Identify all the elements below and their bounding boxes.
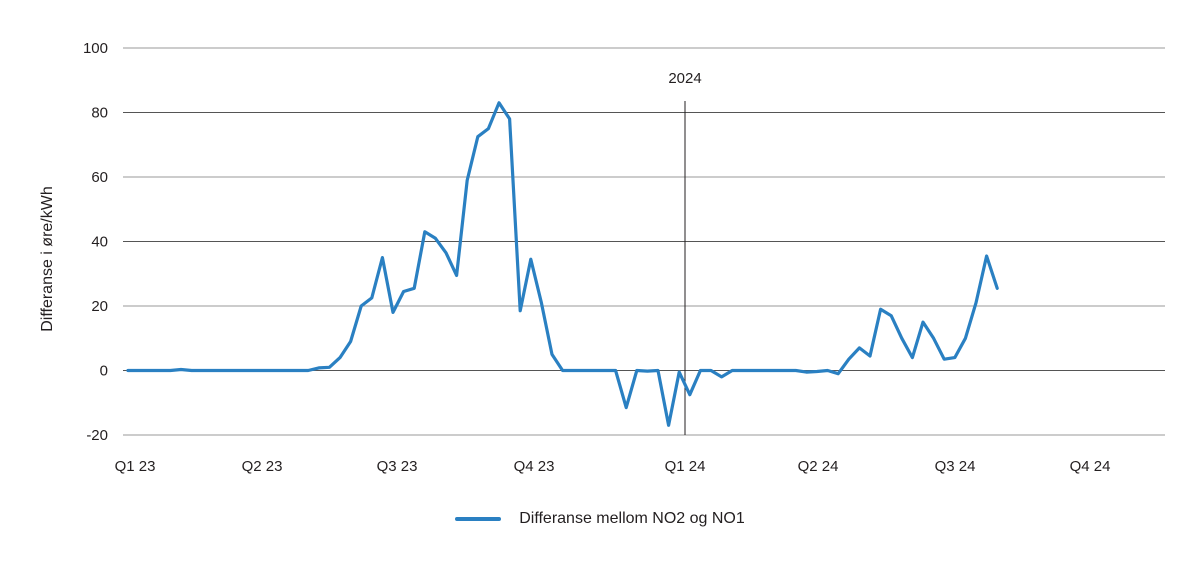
x-tick-label: Q4 24 [1070,458,1111,475]
y-tick-label: 60 [91,169,108,186]
x-tick-label: Q3 24 [935,458,976,475]
legend: Differanse mellom NO2 og NO1 [0,510,1200,528]
legend-label: Differanse mellom NO2 og NO1 [519,510,745,527]
x-tick-label: Q1 24 [665,458,706,475]
y-axis-ticks: 100 80 60 40 20 0 -20 [83,40,108,444]
y-tick-label: 80 [91,105,108,122]
x-axis-ticks: Q1 23 Q2 23 Q3 23 Q4 23 Q1 24 Q2 24 Q3 24 Q4 24 [115,458,1111,475]
y-tick-label: -20 [86,427,108,444]
y-tick-label: 40 [91,234,108,251]
y-tick-label: 0 [100,363,108,380]
year-marker-label: 2024 [668,70,701,87]
x-tick-label: Q2 23 [242,458,283,475]
legend-swatch [455,517,502,521]
gridlines [123,47,1165,436]
x-tick-label: Q2 24 [798,458,839,475]
x-tick-label: Q1 23 [115,458,156,475]
y-tick-label: 100 [83,40,108,57]
series-line-no2-no1 [126,101,999,427]
y-tick-label: 20 [91,298,108,315]
y-axis-label: Differanse i øre/kWh [39,186,56,332]
x-tick-label: Q3 23 [377,458,418,475]
x-tick-label: Q4 23 [514,458,555,475]
